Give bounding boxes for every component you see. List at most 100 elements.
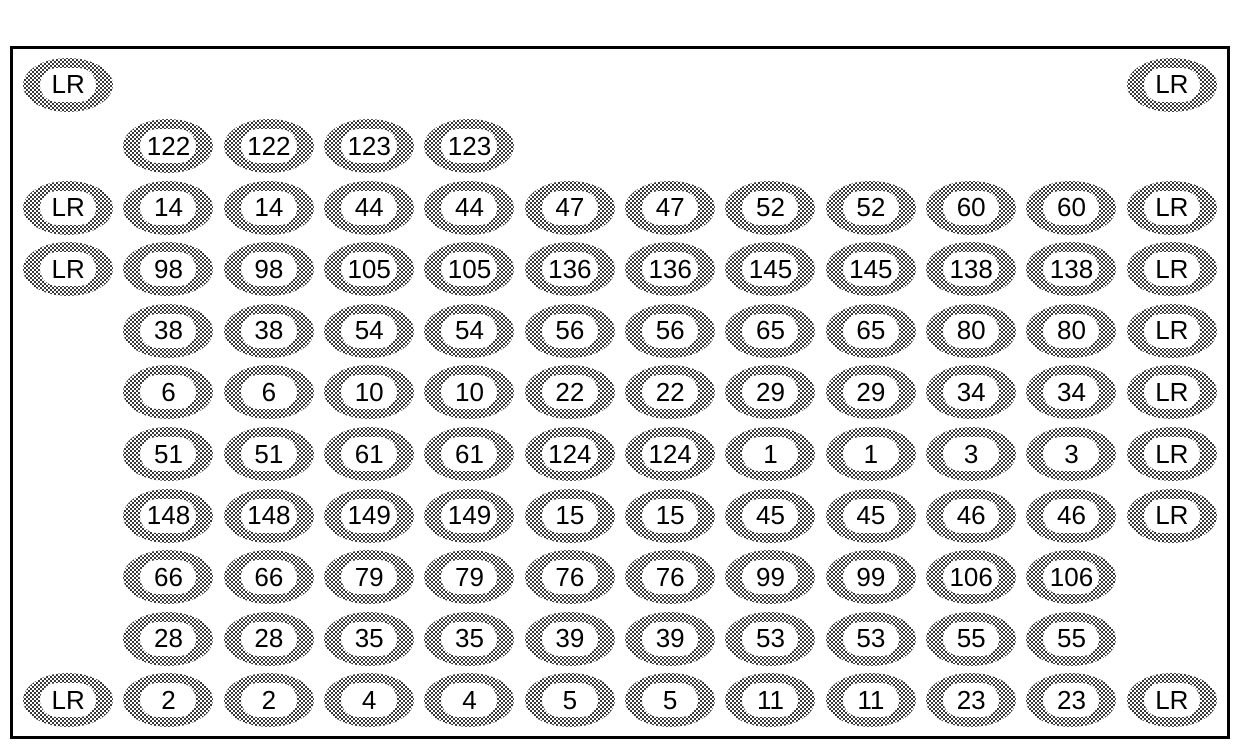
grid-cell: 46 <box>1021 485 1121 547</box>
grid-cell: 23 <box>921 669 1021 731</box>
spot-label: 53 <box>756 623 785 654</box>
spot-label: 105 <box>448 254 491 285</box>
numbered-spot: 145 <box>826 242 916 296</box>
grid-cell: 65 <box>821 300 921 362</box>
spot-label: 65 <box>856 315 885 346</box>
spot-label: 122 <box>247 131 290 162</box>
numbered-spot: 4 <box>424 673 514 727</box>
spot-label: 98 <box>254 254 283 285</box>
grid-cell: 52 <box>821 177 921 239</box>
numbered-spot: 46 <box>926 489 1016 543</box>
spot-label: 145 <box>749 254 792 285</box>
spot-label: 99 <box>856 562 885 593</box>
spot-label: 14 <box>254 192 283 223</box>
numbered-spot: 79 <box>424 550 514 604</box>
grid-cell: 23 <box>1021 669 1121 731</box>
numbered-spot: 35 <box>324 612 414 666</box>
grid-cell: 6 <box>219 362 319 424</box>
numbered-spot: 66 <box>224 550 314 604</box>
grid-cell: 60 <box>921 177 1021 239</box>
numbered-spot: 99 <box>725 550 815 604</box>
spot-label: 51 <box>254 439 283 470</box>
numbered-spot: 47 <box>525 181 615 235</box>
grid-cell: 61 <box>319 423 419 485</box>
numbered-spot: 29 <box>826 365 916 419</box>
grid-cell: 28 <box>118 608 218 670</box>
spot-label: LR <box>1155 500 1188 531</box>
numbered-spot: 53 <box>725 612 815 666</box>
spot-label: 45 <box>756 500 785 531</box>
grid-cell: 80 <box>921 300 1021 362</box>
grid-cell: LR <box>18 54 118 116</box>
spot-label: 148 <box>247 500 290 531</box>
spot-label: 124 <box>548 439 591 470</box>
grid-cell: 15 <box>620 485 720 547</box>
grid-cell: 53 <box>720 608 820 670</box>
numbered-spot: 54 <box>324 304 414 358</box>
spot-label: 105 <box>347 254 390 285</box>
numbered-spot: 124 <box>625 427 715 481</box>
numbered-spot: 22 <box>525 365 615 419</box>
spot-label: 15 <box>555 500 584 531</box>
grid-cell: 51 <box>118 423 218 485</box>
lr-spot: LR <box>23 242 113 296</box>
lr-spot: LR <box>1127 181 1217 235</box>
grid-cell <box>620 116 720 178</box>
numbered-spot: 65 <box>826 304 916 358</box>
spot-label: 4 <box>462 685 476 716</box>
spot-label: 46 <box>957 500 986 531</box>
spot-label: 61 <box>455 439 484 470</box>
spot-label: 55 <box>957 623 986 654</box>
grid-cell: 79 <box>319 546 419 608</box>
spot-label: 6 <box>161 377 175 408</box>
grid-cell: 4 <box>319 669 419 731</box>
numbered-spot: 39 <box>525 612 615 666</box>
spot-label: LR <box>52 254 85 285</box>
numbered-spot: 149 <box>324 489 414 543</box>
grid-cell <box>219 54 319 116</box>
lr-spot: LR <box>1127 673 1217 727</box>
numbered-spot: 105 <box>324 242 414 296</box>
grid-cell: 14 <box>219 177 319 239</box>
spot-label: LR <box>1155 192 1188 223</box>
numbered-spot: 35 <box>424 612 514 666</box>
numbered-spot: 123 <box>424 119 514 173</box>
grid-cell: 136 <box>520 239 620 301</box>
grid-cell: 54 <box>319 300 419 362</box>
grid-cell: 56 <box>620 300 720 362</box>
spot-label: 22 <box>555 377 584 408</box>
numbered-spot: 34 <box>1026 365 1116 419</box>
spot-label: 4 <box>362 685 376 716</box>
grid-cell: 35 <box>319 608 419 670</box>
numbered-spot: 79 <box>324 550 414 604</box>
numbered-spot: 44 <box>424 181 514 235</box>
spot-label: LR <box>1155 254 1188 285</box>
numbered-spot: 55 <box>926 612 1016 666</box>
numbered-spot: 53 <box>826 612 916 666</box>
grid-cell <box>18 362 118 424</box>
grid-cell <box>18 116 118 178</box>
numbered-spot: 105 <box>424 242 514 296</box>
grid-cell: 44 <box>319 177 419 239</box>
spot-label: LR <box>1155 377 1188 408</box>
spot-label: 22 <box>656 377 685 408</box>
spot-label: 5 <box>563 685 577 716</box>
spot-label: 98 <box>154 254 183 285</box>
spot-label: 52 <box>856 192 885 223</box>
grid-cell: 2 <box>118 669 218 731</box>
grid-cell: 148 <box>219 485 319 547</box>
grid-cell: LR <box>1122 177 1222 239</box>
numbered-spot: 106 <box>1026 550 1116 604</box>
grid-cell: 55 <box>921 608 1021 670</box>
spot-label: 106 <box>1050 562 1093 593</box>
numbered-spot: 136 <box>625 242 715 296</box>
numbered-spot: 76 <box>525 550 615 604</box>
numbered-spot: 80 <box>1026 304 1116 358</box>
grid-cell: 106 <box>1021 546 1121 608</box>
spot-label: 66 <box>254 562 283 593</box>
numbered-spot: 2 <box>224 673 314 727</box>
grid-cell: 39 <box>620 608 720 670</box>
numbered-spot: 98 <box>123 242 213 296</box>
grid-cell: 3 <box>1021 423 1121 485</box>
grid-cell <box>118 54 218 116</box>
